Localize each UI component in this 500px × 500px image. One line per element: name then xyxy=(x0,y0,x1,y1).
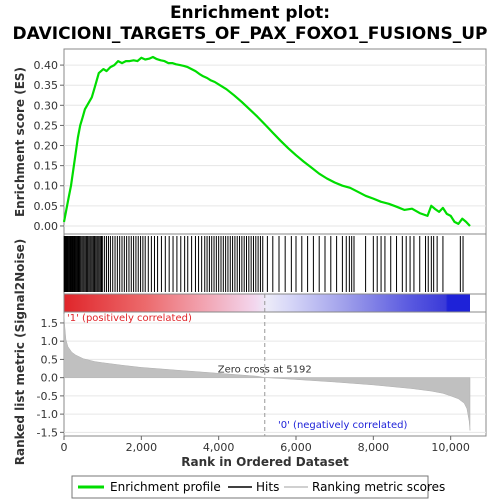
hit-lines xyxy=(63,236,464,292)
ranking-y-tick-label: -0.5 xyxy=(37,390,58,403)
legend-enrichment-label: Enrichment profile xyxy=(110,480,221,494)
es-gridlines xyxy=(64,64,486,227)
title-line-2: DAVICIONI_TARGETS_OF_PAX_FOXO1_FUSIONS_U… xyxy=(13,24,488,44)
enrichment-profile-line xyxy=(62,55,471,227)
x-tick-label: 2,000 xyxy=(126,441,158,454)
ranking-y-tick-label: 0.5 xyxy=(41,353,59,366)
es-y-tick-label: 0.15 xyxy=(34,160,59,173)
es-y-tick-label: 0.10 xyxy=(34,180,59,193)
x-axis-label: Rank in Ordered Dataset xyxy=(181,455,349,469)
hits-panel xyxy=(63,233,487,295)
es-panel-frame xyxy=(63,48,487,235)
es-y-tick-label: 0.00 xyxy=(34,220,59,233)
legend-hits-label: Hits xyxy=(256,480,279,494)
x-tick-label: 10,000 xyxy=(431,441,470,454)
ranking-panel: Zero cross at 5192 '1' (positively corre… xyxy=(13,239,487,466)
ranking-y-tick-label: -1.5 xyxy=(37,426,58,439)
es-y-tick-label: 0.35 xyxy=(34,79,59,92)
ranking-y-tick-label: -1.0 xyxy=(37,408,58,421)
x-tick-label: 0 xyxy=(61,441,68,454)
hits-panel-frame xyxy=(63,233,487,295)
title-line-1: Enrichment plot: xyxy=(170,3,330,23)
ranking-panel-frame xyxy=(63,311,487,437)
es-y-tick-label: 0.25 xyxy=(34,119,59,132)
x-axis-ticks: 0 2,000 4,000 6,000 8,000 10,000 xyxy=(61,436,470,454)
legend-ranking-label: Ranking metric scores xyxy=(312,480,445,494)
ranking-y-tick-label: 1.5 xyxy=(41,317,59,330)
es-y-tick-label: 0.20 xyxy=(34,140,59,153)
negative-correlation-label: '0' (negatively correlated) xyxy=(278,420,407,431)
ranking-metric-area xyxy=(63,313,471,431)
es-y-tick-label: 0.05 xyxy=(34,200,59,213)
es-panel: 0.00 0.05 0.10 0.15 0.20 0.25 0.30 0.35 0.40 Enr… xyxy=(13,48,487,235)
ranking-heatmap-bar xyxy=(64,294,470,312)
ranking-y-ticks: -1.5 -1.0 -0.5 0.0 0.5 1.0 1.5 xyxy=(37,317,64,439)
x-tick-label: 4,000 xyxy=(203,441,235,454)
es-y-axis-label: Enrichment score (ES) xyxy=(13,67,27,217)
ranking-y-axis-label: Ranked list metric (Signal2Noise) xyxy=(13,239,27,466)
ranking-y-tick-label: 0.0 xyxy=(41,372,59,385)
es-y-tick-label: 0.40 xyxy=(34,59,59,72)
ranking-y-tick-label: 1.0 xyxy=(41,335,59,348)
positive-correlation-label: '1' (positively correlated) xyxy=(67,313,192,324)
x-tick-label: 6,000 xyxy=(280,441,312,454)
legend: Enrichment profile Hits Ranking metric s… xyxy=(71,475,445,499)
x-tick-label: 8,000 xyxy=(358,441,390,454)
es-y-tick-label: 0.30 xyxy=(34,99,59,112)
zero-cross-label: Zero cross at 5192 xyxy=(218,365,312,376)
es-y-ticks: 0.00 0.05 0.10 0.15 0.20 0.25 0.30 0.35 0.40 xyxy=(34,59,64,233)
